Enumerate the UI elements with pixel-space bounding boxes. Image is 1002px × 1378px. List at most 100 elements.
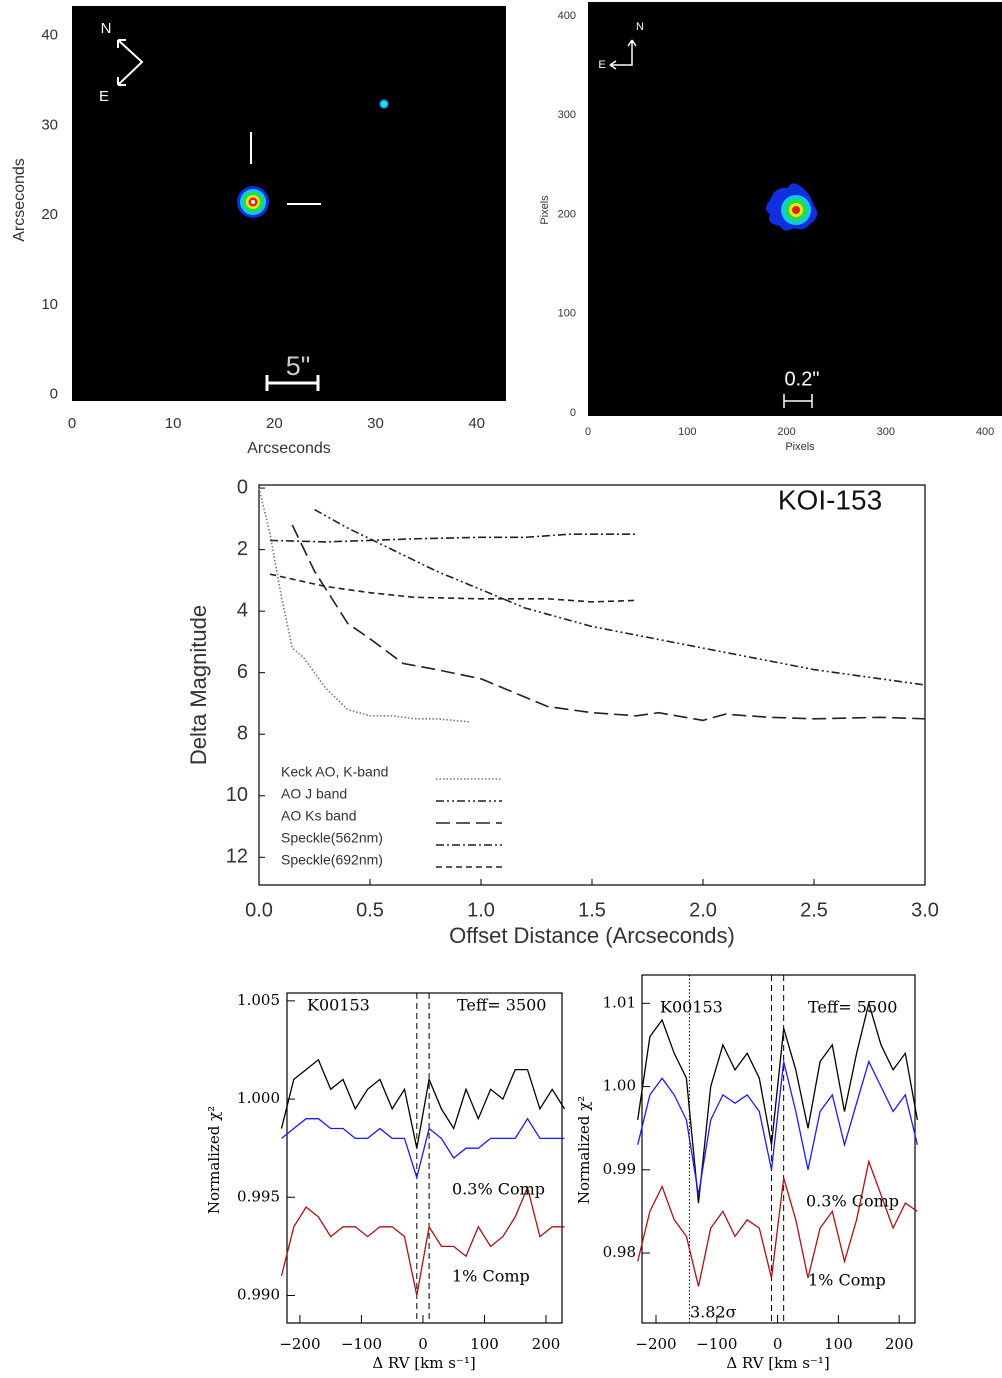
y-axis-label: Pixels [539, 195, 551, 225]
y-tick-label: 6 [237, 661, 248, 683]
x-tick-label: 0.5 [356, 899, 384, 921]
star [381, 101, 387, 107]
x-tick-label: −100 [341, 1335, 382, 1353]
legend-label: AO J band [281, 786, 347, 802]
legend-label: Keck AO, K-band [281, 764, 388, 780]
x-tick-label: −200 [635, 1335, 676, 1353]
annotation: 1% Comp [808, 1271, 886, 1290]
y-tick-label: 10 [226, 784, 248, 806]
y-tick-label: 2 [237, 538, 248, 560]
y-tick-label: 0 [237, 476, 248, 498]
chart-panel: −200 −100 0 100 200 0.98 0.99 1.00 1.01 Δ RV [km … [575, 974, 919, 1372]
x-axis-label: Pixels [785, 441, 815, 453]
y-axis-label: Arcseconds [11, 158, 28, 242]
series-line [637, 1159, 918, 1287]
x-tick-label: 10 [165, 415, 182, 432]
legend-label: Speckle(562nm) [281, 830, 383, 846]
series-line [314, 508, 926, 686]
y-tick-label: 400 [558, 10, 576, 22]
compass [609, 39, 637, 70]
y-tick-label: 100 [558, 308, 576, 320]
x-tick-label: 2.5 [800, 899, 828, 921]
x-tick-label: 100 [824, 1335, 853, 1353]
star [251, 200, 255, 204]
y-tick-label: 0.990 [237, 1286, 280, 1304]
y-tick-label: 300 [558, 109, 576, 121]
compass-east: E [598, 59, 605, 71]
y-tick-label: 1.01 [603, 993, 636, 1011]
y-tick-label: 0 [50, 386, 58, 403]
x-tick-label: −100 [696, 1335, 737, 1353]
star [792, 206, 800, 214]
x-tick-label: 0 [418, 1335, 428, 1353]
compass [117, 39, 144, 86]
y-tick-label: 0.995 [237, 1187, 280, 1205]
plot-frame [641, 974, 916, 1324]
y-tick-label: 200 [558, 208, 576, 220]
x-tick-label: 200 [532, 1335, 561, 1353]
plot-frame [286, 992, 563, 1324]
annotation: 3.82σ [690, 1303, 737, 1322]
annotation: 0.3% Comp [806, 1192, 899, 1211]
y-tick-label: 10 [41, 296, 58, 313]
chart-panel: 0 10 20 30 40 0 10 20 30 40 Arcseconds Arcseconds N E… [11, 6, 506, 457]
x-tick-label: −200 [279, 1335, 320, 1353]
x-axis-label: Δ RV [km s⁻¹] [372, 1354, 475, 1372]
series-line [281, 1117, 565, 1180]
plot-frame [258, 484, 926, 886]
series-line [258, 487, 470, 723]
compass-north: N [101, 20, 112, 37]
series-line [637, 1059, 919, 1195]
scale-bar [265, 375, 320, 391]
chart-panel: 0.0 0.5 1.0 1.5 2.0 2.5 3.0 0 2 4 6 8 10 12 Offset Dis… [186, 476, 939, 947]
series-line [280, 1058, 566, 1149]
x-tick-label: 1.0 [467, 899, 495, 921]
x-tick-label: 300 [877, 426, 895, 438]
x-tick-label: 2.0 [689, 899, 717, 921]
scale-bar-label: 0.2" [785, 368, 820, 390]
x-tick-label: 3.0 [911, 899, 939, 921]
y-axis-label: Delta Magnitude [186, 605, 211, 765]
scale-bar [783, 394, 813, 408]
annotation: Teff= 5500 [808, 998, 897, 1017]
y-tick-label: 1.00 [603, 1077, 636, 1095]
y-tick-label: 40 [41, 27, 58, 44]
x-tick-label: 100 [678, 426, 696, 438]
chart-title: KOI-153 [778, 484, 882, 515]
y-tick-label: 0 [570, 407, 576, 419]
y-axis-label: Normalized χ² [575, 1096, 593, 1204]
x-tick-label: 1.5 [578, 899, 606, 921]
y-tick-label: 1.005 [237, 991, 280, 1009]
chart-panel: −200 −100 0 100 200 0.990 0.995 1.000 1.005 Δ RV … [205, 991, 566, 1372]
y-tick-label: 0.98 [603, 1243, 636, 1261]
series-line [637, 1000, 919, 1204]
x-tick-label: 20 [266, 415, 283, 432]
annotation: 1% Comp [452, 1267, 530, 1286]
x-axis-label: Arcseconds [247, 440, 331, 457]
x-tick-label: 400 [976, 426, 994, 438]
annotation: 0.3% Comp [452, 1180, 545, 1199]
chart-panel: 0 100 200 300 400 0 100 200 300 400 Pixels Pixels N E… [539, 2, 1002, 453]
y-tick-label: 20 [41, 206, 58, 223]
annotation: K00153 [660, 998, 723, 1017]
legend-label: AO Ks band [281, 808, 357, 824]
x-tick-label: 0 [773, 1335, 783, 1353]
y-tick-label: 30 [41, 116, 58, 133]
legend-label: Speckle(692nm) [281, 852, 383, 868]
x-tick-label: 200 [885, 1335, 914, 1353]
x-tick-label: 40 [468, 415, 485, 432]
compass-east: E [99, 88, 109, 105]
x-tick-label: 0 [585, 426, 591, 438]
annotation: K00153 [307, 996, 370, 1015]
x-tick-label: 0 [68, 415, 76, 432]
scale-bar-label: 5" [286, 351, 311, 381]
x-axis-label: Offset Distance (Arcseconds) [449, 923, 735, 948]
series-line [269, 573, 637, 603]
y-tick-label: 1.000 [237, 1089, 280, 1107]
y-tick-label: 4 [237, 599, 248, 621]
series-line [291, 524, 926, 722]
x-tick-label: 0.0 [245, 899, 273, 921]
annotation: Teff= 3500 [457, 996, 546, 1015]
series-line [280, 1185, 565, 1296]
